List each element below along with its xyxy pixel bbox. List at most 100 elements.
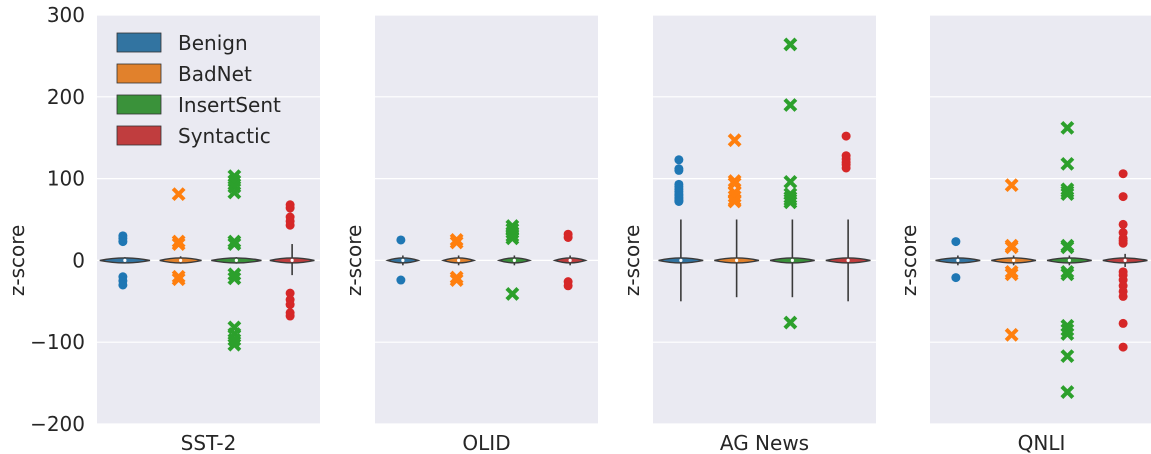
violin-median — [1123, 258, 1127, 262]
outlier-point — [285, 220, 295, 230]
outlier-cross — [1060, 156, 1075, 171]
outlier-cross — [1060, 385, 1075, 400]
legend-swatch-badnet — [116, 63, 162, 84]
outlier-cross — [1004, 178, 1019, 193]
outlier-point — [1118, 238, 1128, 248]
violin-median — [1067, 258, 1071, 262]
panel-qnli: z-score QNLI — [897, 14, 1151, 454]
y-tick-label: 300 — [47, 3, 85, 27]
outlier-point — [1118, 219, 1128, 229]
outlier-point — [1118, 291, 1128, 301]
legend-label: InsertSent — [178, 93, 281, 117]
panel-background — [375, 15, 598, 424]
violin-median — [457, 258, 461, 262]
legend-swatch-insertsent — [116, 94, 162, 115]
outlier-cross — [783, 174, 798, 189]
x-category-label: OLID — [462, 431, 510, 454]
violin-median — [735, 258, 739, 262]
panel-background — [653, 15, 876, 424]
outlier-cross — [783, 315, 798, 330]
outlier-point — [951, 273, 961, 283]
y-tick-label: −200 — [30, 412, 85, 436]
outlier-point — [285, 311, 295, 321]
outlier-point — [1118, 169, 1128, 179]
y-tick-label: 0 — [72, 248, 85, 272]
outlier-cross — [449, 235, 464, 250]
outlier-point — [118, 237, 128, 247]
outlier-cross — [1060, 323, 1075, 337]
y-tick-label: −100 — [30, 330, 85, 354]
outlier-cross — [227, 271, 242, 286]
outlier-cross — [783, 37, 798, 52]
outlier-point — [563, 232, 573, 242]
outlier-cross — [1004, 267, 1019, 282]
violin-median — [956, 258, 960, 262]
outlier-cross — [1060, 349, 1075, 364]
outlier-point — [1118, 318, 1128, 328]
outlier-cross — [227, 337, 242, 352]
outlier-point — [396, 235, 406, 245]
panel-ag-news: z-score AG News — [620, 14, 876, 454]
x-category-label: AG News — [720, 431, 809, 454]
x-category-label: SST-2 — [181, 431, 237, 454]
violin-median — [234, 258, 238, 262]
panel-olid: z-score OLID — [342, 14, 598, 454]
violin-median — [512, 258, 516, 262]
violin-median — [846, 258, 850, 262]
legend: Benign BadNet InsertSent Syntactic — [116, 31, 281, 148]
outlier-cross — [1004, 240, 1019, 255]
outlier-point — [285, 288, 295, 298]
outlier-cross — [505, 231, 520, 246]
outlier-point — [841, 131, 851, 141]
outlier-cross — [727, 133, 742, 148]
outlier-cross — [505, 287, 520, 301]
outlier-point — [285, 300, 295, 310]
x-category-label: QNLI — [1018, 431, 1066, 454]
outlier-point — [951, 237, 961, 247]
outlier-point — [563, 281, 573, 291]
y-axis-label: z-score — [5, 225, 29, 296]
y-tick-label: 200 — [47, 85, 85, 109]
legend-swatch-benign — [116, 32, 162, 53]
legend-label: Syntactic — [178, 124, 271, 148]
outlier-cross — [727, 194, 742, 209]
outlier-cross — [227, 237, 242, 251]
outlier-point — [674, 197, 684, 207]
violin-median — [679, 258, 683, 262]
y-tick-label: 100 — [47, 167, 85, 191]
violin-median — [790, 258, 794, 262]
outlier-point — [841, 163, 851, 173]
outlier-point — [118, 280, 128, 290]
outlier-point — [1118, 342, 1128, 352]
violin-median — [123, 258, 127, 262]
y-axis-label: z-score — [342, 225, 366, 296]
outlier-cross — [1060, 240, 1075, 255]
legend-label: Benign — [178, 31, 248, 55]
outlier-cross — [227, 267, 242, 282]
violin-median — [401, 258, 405, 262]
outlier-cross — [227, 185, 242, 200]
outlier-cross — [1060, 327, 1075, 341]
outlier-cross — [449, 273, 464, 287]
outlier-cross — [1060, 120, 1075, 135]
violin-median — [179, 258, 183, 262]
panel-sst-2: 300 200 100 0 −100 −200 z-score SST-2 — [5, 3, 320, 454]
outlier-point — [396, 275, 406, 285]
legend-swatch-syntactic — [116, 125, 162, 146]
outlier-point — [674, 155, 684, 165]
legend-label: BadNet — [178, 62, 252, 86]
violin-median — [1012, 258, 1016, 262]
violin-median — [568, 258, 572, 262]
panel-background — [930, 15, 1151, 424]
outlier-cross — [1004, 327, 1019, 342]
outlier-point — [1118, 192, 1128, 202]
y-axis-label: z-score — [620, 225, 644, 296]
outlier-cross — [1060, 187, 1075, 202]
violin-median — [290, 258, 294, 262]
outlier-cross — [171, 237, 186, 251]
outlier-cross — [783, 98, 798, 112]
outlier-cross — [783, 195, 798, 210]
y-axis-label: z-score — [897, 225, 921, 296]
outlier-cross — [171, 187, 186, 202]
